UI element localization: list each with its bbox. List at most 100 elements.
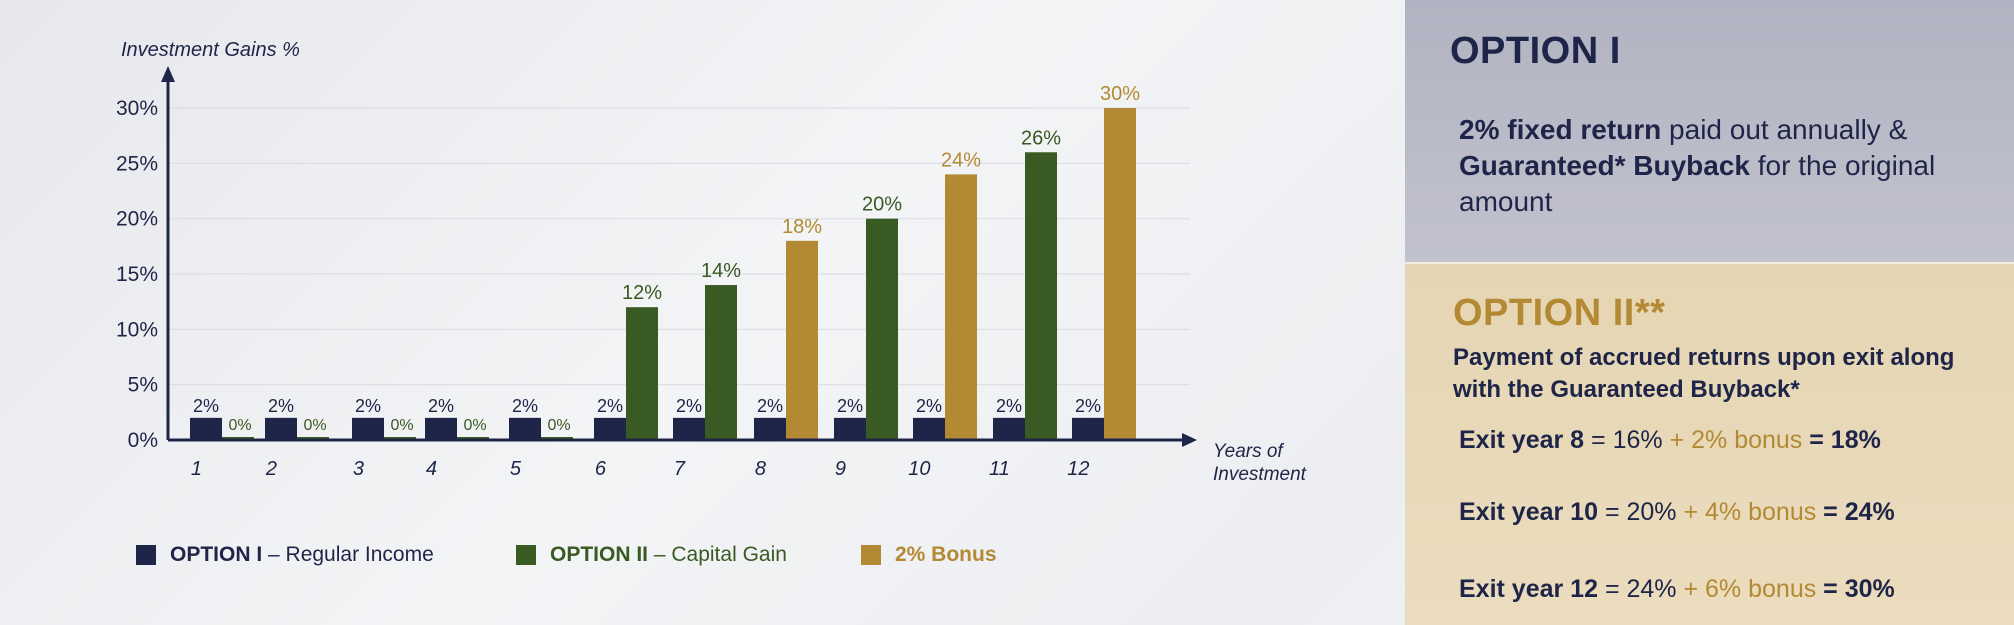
exit-base: = 24%	[1598, 575, 1677, 603]
bar-label-option2: 14%	[701, 260, 741, 282]
bar-option2	[786, 240, 818, 440]
legend-swatch-option2	[516, 545, 536, 565]
legend-option2-rest: – Capital Gain	[648, 543, 787, 566]
bar-label-option2: 26%	[1021, 127, 1061, 149]
x-tick-label: 6	[595, 458, 607, 480]
y-tick-label: 20%	[116, 208, 158, 231]
bar-label-option1: 2%	[916, 396, 942, 416]
bar-label-option2: 30%	[1100, 83, 1140, 105]
y-tick-label: 5%	[128, 374, 158, 397]
bar-option1	[754, 417, 786, 440]
bar-label-option2: 0%	[463, 417, 486, 434]
bar-option2	[1025, 152, 1057, 440]
x-tick-label: 7	[674, 458, 686, 480]
bar-option1	[509, 417, 541, 440]
legend-item-option1: OPTION I – Regular Income	[136, 540, 434, 570]
exit-bonus: + 4% bonus	[1676, 498, 1817, 526]
x-axis-arrow	[1182, 433, 1197, 447]
bar-option1	[352, 417, 384, 440]
bar-label-option1: 2%	[837, 396, 863, 416]
bar-label-option2: 24%	[941, 149, 981, 171]
bar-option1	[913, 417, 945, 440]
exit-bonus: + 2% bonus	[1662, 426, 1803, 454]
bar-label-option1: 2%	[268, 396, 294, 416]
bar-label-option1: 2%	[1075, 396, 1101, 416]
bar-option1	[425, 417, 457, 440]
legend-option1-bold: OPTION I	[170, 543, 263, 566]
bar-label-option1: 2%	[757, 396, 783, 416]
bar-option2	[626, 307, 658, 440]
exit-total: = 18%	[1802, 426, 1881, 454]
bar-label-option1: 2%	[428, 396, 454, 416]
exit-bonus: + 6% bonus	[1676, 575, 1817, 603]
x-tick-label: 4	[426, 458, 437, 480]
y-tick-label: 30%	[116, 97, 158, 120]
exit-total: = 30%	[1816, 575, 1895, 603]
x-tick-label: 2	[265, 458, 277, 480]
bar-option2	[705, 285, 737, 440]
bar-label-option2: 0%	[228, 417, 251, 434]
bar-label-option2: 0%	[547, 417, 570, 434]
x-tick-label: 11	[989, 458, 1010, 480]
legend-option1-rest: – Regular Income	[262, 543, 434, 566]
x-axis-label-line1: Years of	[1213, 441, 1284, 462]
bar-chart: Investment Gains % Years of Investment 0…	[116, 39, 1307, 485]
y-tick-label: 0%	[128, 429, 158, 452]
bar-option1	[1072, 417, 1104, 440]
x-tick-label: 10	[908, 458, 930, 480]
option1-title: OPTION I	[1450, 30, 1621, 72]
x-tick-label: 5	[510, 458, 522, 480]
option1-bold-2: Guaranteed* Buyback	[1459, 150, 1750, 181]
option2-panel: OPTION II** Payment of accrued returns u…	[1405, 262, 2014, 625]
axes-layer	[161, 66, 1197, 447]
legend-swatch-bonus	[861, 545, 881, 565]
bar-label-option2: 0%	[303, 417, 326, 434]
bar-option2	[866, 218, 898, 440]
exit-row-year12: Exit year 12 = 24% + 6% bonus = 30%	[1459, 575, 1895, 604]
option1-text-2: for the original amount	[1459, 150, 1936, 217]
x-tick-label: 1	[191, 458, 202, 480]
bar-label-option2: 20%	[862, 194, 902, 216]
exit-label: Exit year 10	[1459, 498, 1598, 526]
legend-item-bonus: 2% Bonus	[861, 540, 997, 570]
exit-row-year8: Exit year 8 = 16% + 2% bonus = 18%	[1459, 426, 1881, 455]
option1-text-1: paid out annually &	[1661, 114, 1908, 145]
exit-total: = 24%	[1816, 498, 1895, 526]
bar-label-option1: 2%	[676, 396, 702, 416]
legend-bonus-bold: 2% Bonus	[895, 543, 997, 566]
labels-layer: 0%5%10%15%20%25%30%2%0%12%0%22%0%32%0%42…	[116, 83, 1140, 480]
bar-option1	[993, 417, 1025, 440]
exit-row-year10: Exit year 10 = 20% + 4% bonus = 24%	[1459, 498, 1895, 527]
legend-option2-bold: OPTION II	[550, 543, 649, 566]
exit-base: = 20%	[1598, 498, 1677, 526]
x-tick-label: 9	[835, 458, 846, 480]
option2-subtitle: Payment of accrued returns upon exit alo…	[1453, 344, 1955, 403]
y-tick-label: 10%	[116, 318, 158, 341]
bar-option1	[594, 417, 626, 440]
bar-option2	[1104, 108, 1136, 440]
option1-bold-1: 2% fixed return	[1459, 114, 1662, 145]
exit-label: Exit year 8	[1459, 426, 1585, 454]
bar-label-option2: 12%	[622, 282, 662, 304]
option1-panel: OPTION I 2% fixed return paid out annual…	[1405, 0, 2014, 262]
chart-area: Investment Gains % Years of Investment 0…	[116, 39, 1307, 570]
x-tick-label: 8	[755, 458, 766, 480]
option1-description: 2% fixed return paid out annually & Guar…	[1459, 112, 1979, 220]
bar-option2	[945, 174, 977, 440]
y-axis-arrow	[161, 66, 175, 82]
bar-label-option1: 2%	[996, 396, 1022, 416]
x-axis-label-line2: Investment	[1213, 464, 1307, 485]
bar-label-option2: 18%	[782, 216, 822, 238]
legend-item-option2: OPTION II – Capital Gain	[516, 540, 787, 570]
x-tick-label: 3	[353, 458, 364, 480]
bar-label-option1: 2%	[512, 396, 538, 416]
legend-swatch-option1	[136, 545, 156, 565]
option2-title: OPTION II**	[1453, 292, 1666, 334]
y-tick-label: 25%	[116, 152, 158, 175]
exit-label: Exit year 12	[1459, 575, 1598, 603]
bar-label-option1: 2%	[355, 396, 381, 416]
bar-label-option1: 2%	[597, 396, 623, 416]
bar-option1	[190, 417, 222, 440]
y-tick-label: 15%	[116, 263, 158, 286]
bar-option1	[673, 417, 705, 440]
